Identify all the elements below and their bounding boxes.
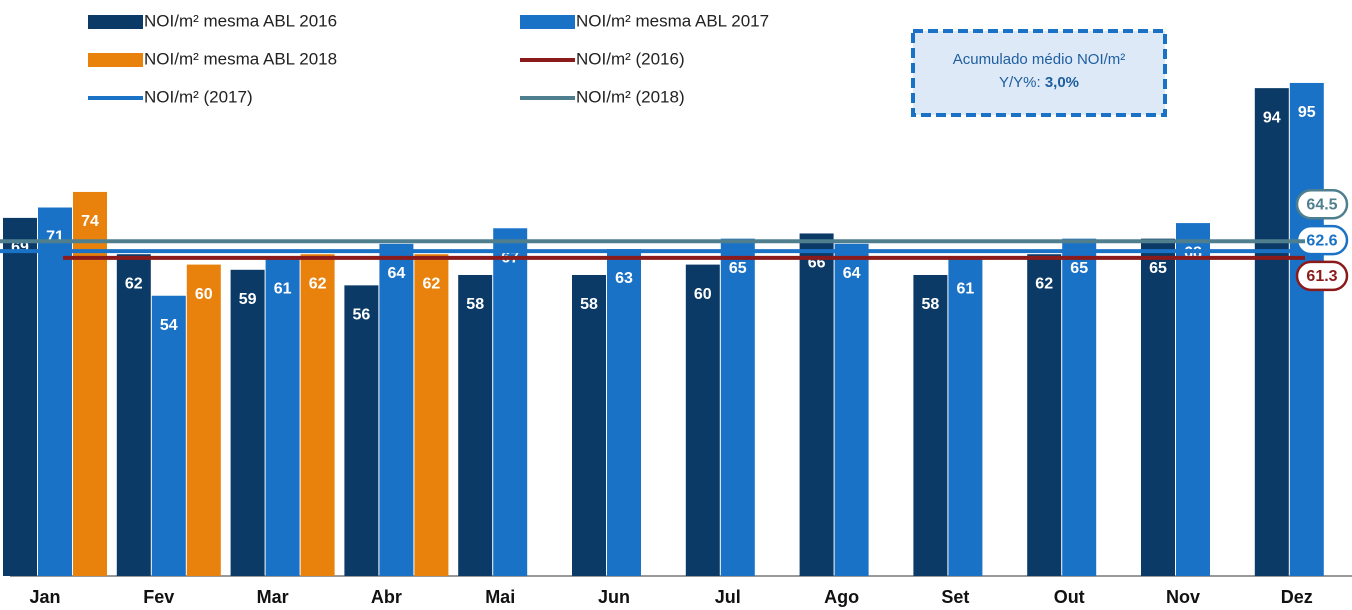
data-label: 62 — [423, 275, 441, 292]
bar — [151, 295, 186, 576]
bar — [1027, 254, 1062, 576]
x-tick-label: Set — [941, 587, 969, 607]
data-label: 58 — [466, 296, 484, 313]
bar — [572, 274, 606, 576]
data-label: 61 — [274, 281, 292, 298]
data-label: 56 — [353, 307, 371, 324]
data-label: 64 — [388, 265, 406, 282]
bar — [3, 217, 37, 576]
data-label: 65 — [729, 260, 747, 277]
bar — [1254, 88, 1289, 576]
bar — [344, 285, 379, 576]
legend-label: NOI/m² mesma ABL 2016 — [144, 11, 337, 30]
reference-label: 62.6 — [1306, 232, 1337, 249]
bar — [265, 259, 300, 576]
data-label: 58 — [922, 296, 940, 313]
legend-swatch — [88, 15, 143, 29]
x-tick-label: Mar — [257, 587, 289, 607]
legend-swatch — [88, 53, 143, 67]
x-tick-label: Mai — [485, 587, 515, 607]
legend-swatch — [520, 15, 575, 29]
x-tick-label: Jul — [715, 587, 741, 607]
bar — [1289, 82, 1324, 576]
data-label: 54 — [160, 317, 178, 334]
x-tick-label: Dez — [1281, 587, 1313, 607]
data-label: 60 — [694, 286, 712, 303]
x-tick-label: Jun — [598, 587, 630, 607]
x-tick-label: Abr — [371, 587, 402, 607]
bar — [948, 259, 983, 576]
data-label: 62 — [125, 275, 143, 292]
bar — [1141, 238, 1175, 576]
reference-label: 64.5 — [1306, 196, 1337, 213]
data-label: 58 — [580, 296, 598, 313]
annotation-line: Acumulado médio NOI/m² — [953, 51, 1126, 68]
legend-label: NOI/m² (2017) — [144, 87, 253, 106]
bar — [414, 254, 449, 576]
data-label: 95 — [1298, 104, 1316, 121]
x-tick-label: Out — [1054, 587, 1085, 607]
x-tick-label: Ago — [824, 587, 859, 607]
annotation-line: Y/Y%: 3,0% — [999, 74, 1079, 91]
annotation-value: 3,0% — [1045, 74, 1079, 91]
bar — [458, 274, 493, 576]
bar — [607, 249, 641, 576]
bar — [300, 254, 335, 576]
bar — [1176, 223, 1210, 576]
x-tick-label: Jan — [29, 587, 60, 607]
legend-label: NOI/m² (2016) — [576, 49, 685, 68]
annotation-text: Y/Y%: — [999, 74, 1045, 91]
legend-label: NOI/m² (2018) — [576, 87, 685, 106]
data-label: 64 — [843, 265, 861, 282]
bar — [186, 264, 221, 576]
bar — [799, 233, 834, 576]
bar — [1062, 238, 1097, 576]
bar — [379, 243, 414, 576]
data-label: 62 — [309, 275, 327, 292]
reference-bubble — [1295, 260, 1349, 292]
bar — [38, 207, 72, 576]
bar — [720, 238, 755, 576]
x-tick-label: Fev — [143, 587, 174, 607]
bar — [685, 264, 720, 576]
annotation-box — [911, 29, 1167, 117]
bar — [834, 243, 869, 576]
reference-label: 61.3 — [1306, 268, 1337, 285]
reference-bubble — [1295, 188, 1349, 220]
bar — [116, 254, 151, 576]
data-label: 62 — [1035, 275, 1053, 292]
bar — [230, 269, 265, 576]
data-label: 74 — [81, 213, 99, 230]
data-label: 65 — [1149, 260, 1167, 277]
bar — [493, 228, 528, 576]
legend-label: NOI/m² mesma ABL 2018 — [144, 49, 337, 68]
x-tick-label: Nov — [1166, 587, 1200, 607]
bar — [913, 274, 948, 576]
data-label: 60 — [195, 286, 213, 303]
data-label: 59 — [239, 291, 257, 308]
legend-label: NOI/m² mesma ABL 2017 — [576, 11, 769, 30]
data-label: 94 — [1263, 109, 1281, 126]
data-label: 65 — [1070, 260, 1088, 277]
data-label: 61 — [957, 281, 975, 298]
data-label: 63 — [615, 270, 633, 287]
